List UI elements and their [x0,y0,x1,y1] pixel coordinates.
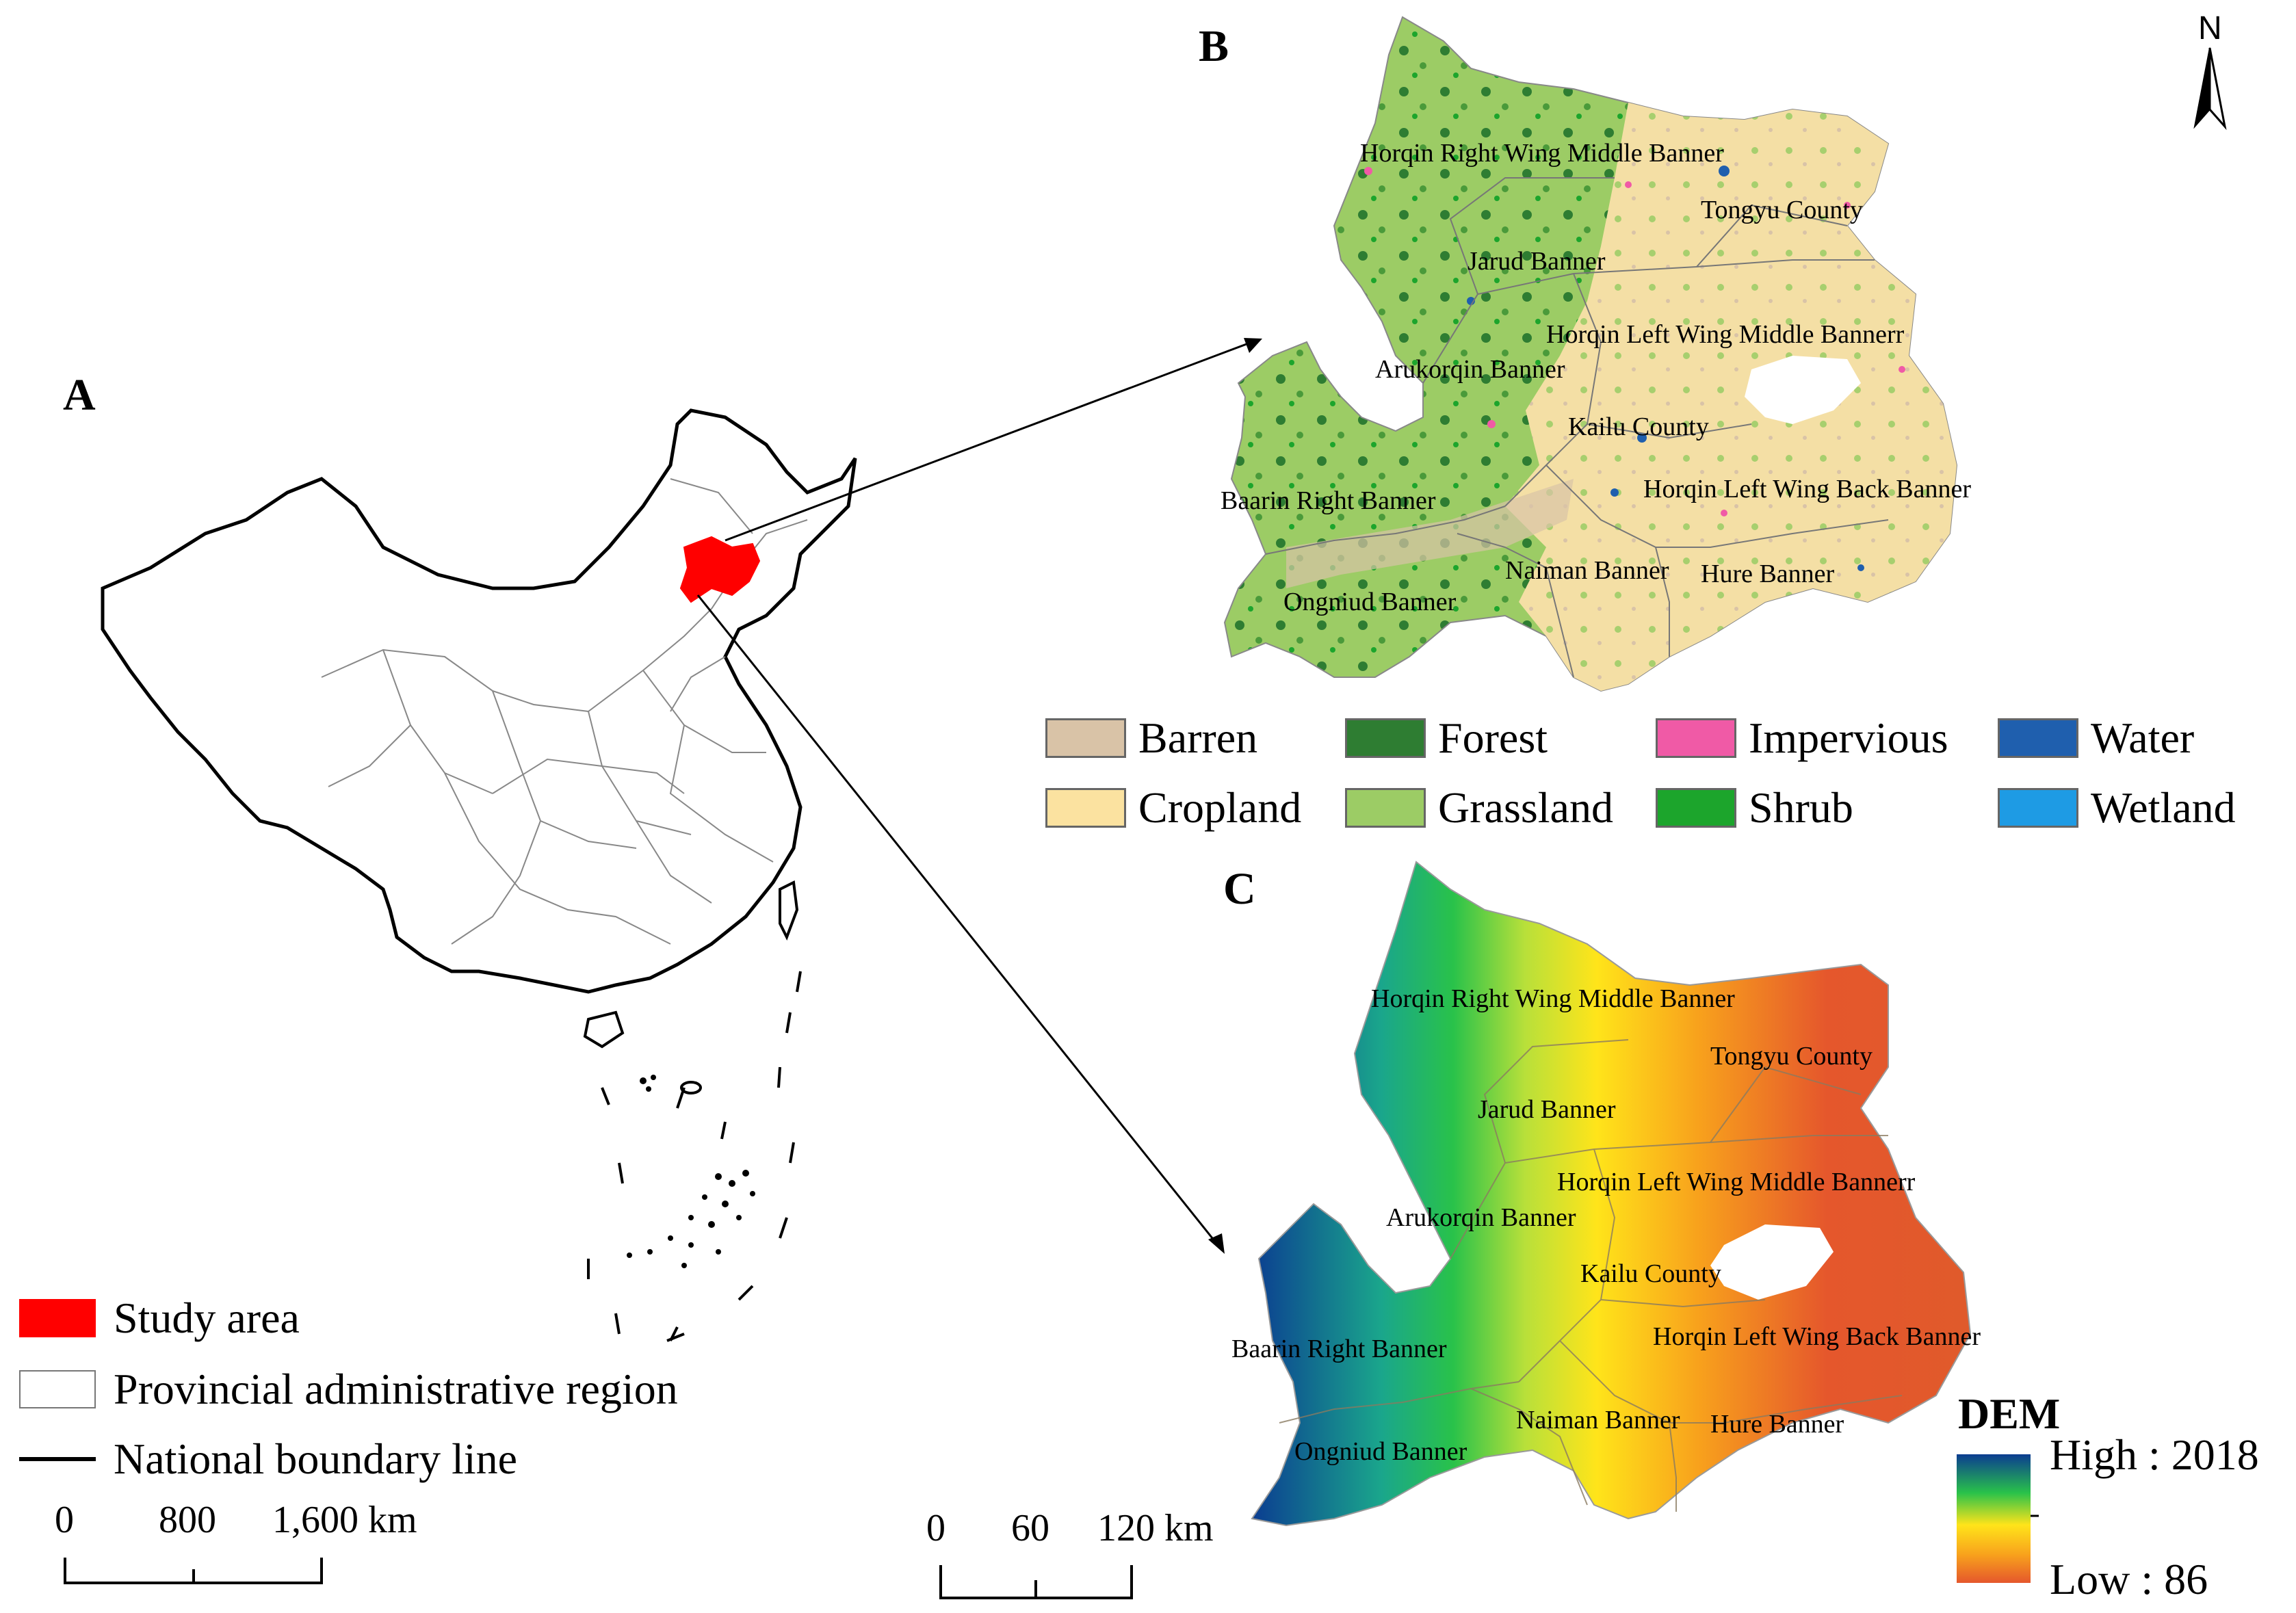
scale-b-60: 60 [1011,1507,1049,1549]
label-b-arukorqin: Arukorqin Banner [1375,355,1565,384]
label-c-arukorqin: Arukorqin Banner [1386,1203,1576,1232]
dem-high-label: High : 2018 [2050,1430,2259,1479]
forest-label: Forest [1438,713,1548,762]
label-b-baarin: Baarin Right Banner [1221,486,1436,515]
wetland-label: Wetland [2091,783,2236,832]
label-c-horqin-left-mid: Horqin Left Wing Middle Bannerr [1557,1168,1916,1196]
impervious-label: Impervious [1749,713,1948,762]
label-c-horqin-right: Horqin Right Wing Middle Banner [1371,984,1735,1013]
panel-label-c: C [1223,864,1256,914]
label-b-horqin-right: Horqin Right Wing Middle Banner [1360,139,1724,168]
label-b-kailu: Kailu County [1568,412,1709,441]
study-area-swatch [19,1299,96,1337]
legend-national-label: National boundary line [114,1434,518,1483]
forest-swatch [1345,718,1426,758]
national-line-swatch [19,1457,96,1461]
legend-water: Water [1998,713,2194,763]
label-c-horqin-left-back: Horqin Left Wing Back Banner [1653,1322,1981,1351]
scale-a-0: 0 [55,1499,74,1541]
legend-province-label: Provincial administrative region [114,1365,678,1413]
legend-wetland: Wetland [1998,783,2236,833]
legend-study-area: Study area [19,1293,300,1343]
scale-bar-a [64,1558,323,1584]
panel-label-a: A [63,370,96,420]
label-b-naiman: Naiman Banner [1505,556,1669,585]
legend-grassland: Grassland [1345,783,1613,833]
label-c-jarud: Jarud Banner [1478,1095,1616,1124]
legend-barren: Barren [1045,713,1257,763]
shrub-swatch [1656,788,1736,828]
dem-title: DEM [1958,1389,2061,1438]
label-c-hure: Hure Banner [1710,1410,1844,1439]
label-b-tongyu: Tongyu County [1701,196,1863,224]
label-c-naiman: Naiman Banner [1516,1406,1680,1434]
label-b-hure: Hure Banner [1701,560,1835,588]
legend-forest: Forest [1345,713,1548,763]
scale-b-120: 120 km [1097,1507,1214,1549]
cropland-swatch [1045,788,1126,828]
legend-cropland: Cropland [1045,783,1301,833]
label-b-jarud: Jarud Banner [1467,247,1606,276]
barren-swatch [1045,718,1126,758]
dem-low-label: Low : 86 [2050,1555,2208,1603]
grassland-swatch [1345,788,1426,828]
legend-national: National boundary line [19,1434,517,1484]
label-c-tongyu: Tongyu County [1710,1042,1873,1071]
dem-color-bar [1957,1454,2031,1583]
impervious-swatch [1656,718,1736,758]
dem-region [1251,861,1972,1527]
label-c-ongniud: Ongniud Banner [1294,1437,1467,1466]
legend-impervious: Impervious [1656,713,1948,763]
water-swatch [1998,718,2078,758]
water-label: Water [2091,713,2195,762]
cropland-label: Cropland [1138,783,1302,832]
legend-study-area-label: Study area [114,1294,300,1342]
label-b-horqin-left-back: Horqin Left Wing Back Banner [1643,475,1971,503]
scale-b-0: 0 [926,1507,945,1549]
north-label: N [2198,10,2222,47]
legend-shrub: Shrub [1656,783,1853,833]
label-c-kailu: Kailu County [1580,1259,1721,1288]
study-area-shape [679,536,761,603]
legend-province: Provincial administrative region [19,1364,678,1415]
grassland-label: Grassland [1438,783,1613,832]
scale-a-1600: 1,600 km [272,1499,417,1541]
wetland-swatch [1998,788,2078,828]
label-b-horqin-left-mid: Horqin Left Wing Middle Bannerr [1546,320,1905,349]
scale-a-800: 800 [159,1499,216,1541]
national-boundary [101,408,857,994]
barren-label: Barren [1138,713,1258,762]
province-swatch [19,1370,96,1408]
label-b-ongniud: Ongniud Banner [1283,588,1457,616]
shrub-label: Shrub [1749,783,1853,832]
label-c-baarin: Baarin Right Banner [1231,1335,1447,1363]
panel-label-b: B [1199,21,1229,71]
